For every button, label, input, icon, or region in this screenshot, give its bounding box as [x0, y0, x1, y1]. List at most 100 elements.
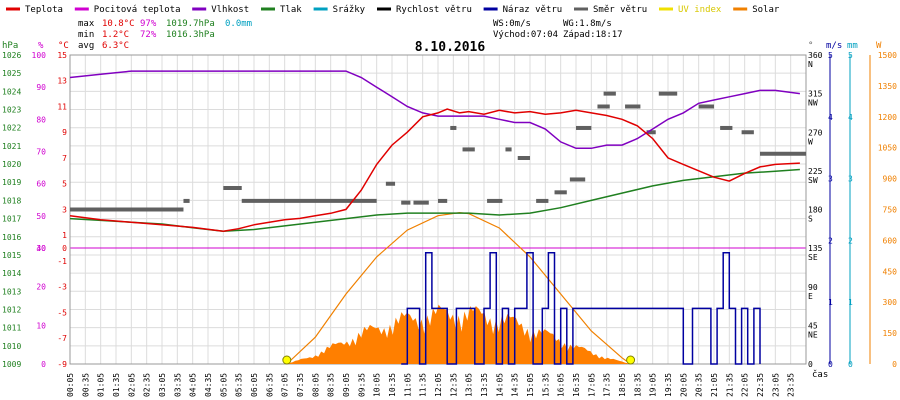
tick-x-27: 13:35 — [480, 373, 489, 397]
tick-dir-16: 0 — [808, 360, 813, 369]
tick-temp-13: -9 — [57, 360, 67, 369]
legend: Teplota Pocitová teplota Vlhkost Tlak Srážky… — [6, 5, 780, 15]
tick-x-33: 16:35 — [572, 373, 581, 397]
stat-max-hum: 97% — [140, 19, 157, 29]
tick-x-17: 08:35 — [327, 373, 336, 397]
lines-layer — [69, 70, 800, 365]
sunrise-info: Východ:07:04 — [493, 30, 558, 40]
axis-unit-mm: mm — [847, 41, 858, 51]
tick-x-38: 19:05 — [649, 373, 658, 397]
tick-dir-name-2: NW — [808, 99, 818, 108]
wind-gust-info: WG:1.8m/s — [563, 19, 612, 29]
legend-label-9: Solar — [752, 5, 780, 15]
sunrise-marker — [282, 355, 292, 365]
tick-dir-0: 360 — [808, 51, 823, 60]
tick-x-28: 14:05 — [495, 373, 504, 397]
legend-label-6: Náraz větru — [503, 5, 563, 15]
tick-dir-14: 45 — [808, 321, 818, 330]
tick-x-15: 07:35 — [296, 373, 305, 397]
tick-hpa-3: 1023 — [2, 106, 21, 115]
wind-gust-line — [401, 252, 761, 365]
tick-hpa-8: 1018 — [2, 196, 21, 205]
tick-temp-1: 13 — [57, 77, 67, 86]
tick-x-16: 08:05 — [311, 373, 320, 397]
tick-hpa-2: 1024 — [2, 87, 21, 96]
tick-w-4: 900 — [883, 175, 898, 184]
sunset-marker — [626, 355, 636, 365]
wind-direction-layer — [70, 91, 806, 212]
axis-unit-dir: ° — [808, 41, 813, 51]
axis-unit-pct: % — [38, 41, 44, 51]
chart-title: 8.10.2016 — [415, 40, 486, 55]
tick-x-0: 00:05 — [66, 373, 75, 397]
tick-x-25: 12:35 — [449, 373, 458, 397]
temperature-line — [69, 108, 800, 233]
tick-temp-0: 15 — [57, 51, 67, 60]
tick-dir-name-14: NE — [808, 330, 818, 339]
tick-x-46: 23:05 — [771, 373, 780, 397]
tick-x-19: 09:35 — [357, 373, 366, 397]
tick-hpa-15: 1011 — [2, 324, 21, 333]
tick-dir-8: 180 — [808, 206, 823, 215]
stat-min-temp: 1.2°C — [102, 30, 129, 40]
tick-w-5: 750 — [883, 206, 898, 215]
tick-pct-1: 90 — [36, 83, 46, 92]
tick-x-39: 19:35 — [664, 373, 673, 397]
tick-x-1: 00:35 — [81, 373, 90, 397]
tick-x-12: 06:05 — [250, 373, 259, 397]
tick-temp-8: 0 — [62, 244, 67, 253]
tick-x-45: 22:35 — [756, 373, 765, 397]
tick-mm-5: 0 — [848, 360, 853, 369]
tick-x-31: 15:35 — [541, 373, 550, 397]
tick-temp-11: -5 — [57, 308, 67, 317]
tick-hpa-6: 1020 — [2, 160, 21, 169]
tick-x-13: 06:35 — [265, 373, 274, 397]
tick-hpa-11: 1015 — [2, 251, 21, 260]
stat-min-press: 1016.3hPa — [166, 30, 215, 40]
tick-dir-10: 135 — [808, 244, 823, 253]
tick-x-2: 01:05 — [97, 373, 106, 397]
tick-pct-4: 60 — [36, 180, 46, 189]
tick-hpa-10: 1016 — [2, 233, 21, 242]
tick-x-7: 03:35 — [173, 373, 182, 397]
tick-dir-name-12: E — [808, 292, 813, 301]
wind-speed-info: WS:0m/s — [493, 19, 531, 29]
tick-x-18: 09:05 — [342, 373, 351, 397]
tick-pct-2: 80 — [36, 115, 46, 124]
tick-pct-5: 50 — [36, 212, 46, 221]
tick-x-9: 04:35 — [204, 373, 213, 397]
tick-hpa-0: 1026 — [2, 51, 21, 60]
tick-x-26: 13:05 — [465, 373, 474, 397]
tick-w-8: 300 — [883, 298, 898, 307]
tick-x-22: 11:05 — [403, 373, 412, 397]
tick-x-6: 03:05 — [158, 373, 167, 397]
tick-temp-9: -1 — [57, 257, 67, 266]
tick-dir-2: 315 — [808, 90, 823, 99]
solar-measured-area — [286, 304, 631, 364]
tick-w-6: 600 — [883, 236, 898, 245]
tick-x-32: 16:05 — [557, 373, 566, 397]
legend-label-0: Teplota — [25, 5, 63, 15]
tick-x-21: 10:35 — [388, 373, 397, 397]
tick-temp-12: -7 — [57, 334, 67, 343]
tick-x-29: 14:35 — [511, 373, 520, 397]
tick-hpa-14: 1012 — [2, 305, 21, 314]
tick-pct-3: 70 — [36, 148, 46, 157]
stat-max-label: max — [78, 19, 95, 29]
tick-dir-name-0: N — [808, 60, 813, 69]
tick-x-23: 11:35 — [419, 373, 428, 397]
tick-dir-6: 225 — [808, 167, 823, 176]
legend-label-3: Tlak — [280, 5, 302, 15]
tick-x-43: 21:35 — [725, 373, 734, 397]
sunset-info: Západ:18:17 — [563, 30, 623, 40]
legend-label-1: Pocitová teplota — [94, 5, 181, 15]
tick-temp-5: 5 — [62, 180, 67, 189]
axis-unit-deg: °C — [58, 41, 69, 51]
legend-label-8: UV index — [678, 5, 722, 15]
x-axis-label: čas — [812, 369, 828, 380]
tick-pct-low-1: 20 — [36, 283, 46, 292]
tick-pct-0: 100 — [32, 51, 47, 60]
axis-unit-ms: m/s — [826, 41, 842, 51]
tick-x-30: 15:05 — [526, 373, 535, 397]
